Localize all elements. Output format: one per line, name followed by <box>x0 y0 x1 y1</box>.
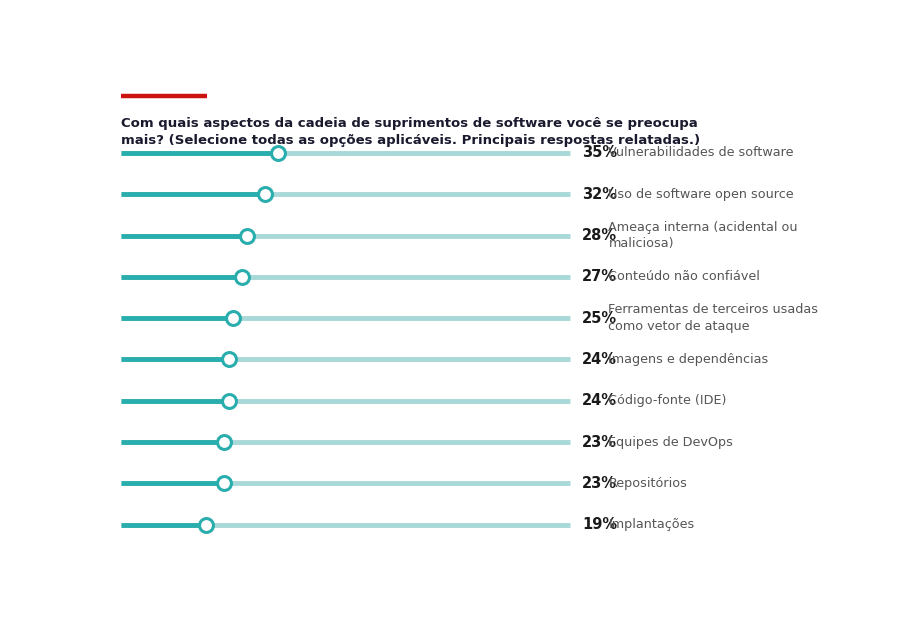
Text: Com quais aspectos da cadeia de suprimentos de software você se preocupa: Com quais aspectos da cadeia de suprimen… <box>121 117 697 130</box>
Text: Ameaça interna (acidental ou
maliciosa): Ameaça interna (acidental ou maliciosa) <box>608 221 798 250</box>
Text: Imagens e dependências: Imagens e dependências <box>608 353 769 366</box>
Text: Ferramentas de terceiros usadas
como vetor de ataque: Ferramentas de terceiros usadas como vet… <box>608 303 818 333</box>
Text: Vulnerabilidades de software: Vulnerabilidades de software <box>608 147 794 160</box>
Text: Conteúdo não confiável: Conteúdo não confiável <box>608 271 760 284</box>
Text: 27%: 27% <box>582 269 617 284</box>
Text: mais? (Selecione todas as opções aplicáveis. Principais respostas relatadas.): mais? (Selecione todas as opções aplicáv… <box>121 134 700 147</box>
Text: 19%: 19% <box>582 517 617 532</box>
Text: 25%: 25% <box>582 311 617 326</box>
Text: 24%: 24% <box>582 393 617 409</box>
Text: Repositórios: Repositórios <box>608 477 687 490</box>
Text: 24%: 24% <box>582 352 617 367</box>
Text: 23%: 23% <box>582 476 617 491</box>
Text: Implantações: Implantações <box>608 518 695 531</box>
Text: 23%: 23% <box>582 435 617 449</box>
Text: 28%: 28% <box>582 228 617 243</box>
Text: 32%: 32% <box>582 187 617 202</box>
Text: Código-fonte (IDE): Código-fonte (IDE) <box>608 394 727 407</box>
Text: Equipes de DevOps: Equipes de DevOps <box>608 436 733 449</box>
Text: Uso de software open source: Uso de software open source <box>608 188 794 201</box>
Text: 35%: 35% <box>582 145 617 160</box>
